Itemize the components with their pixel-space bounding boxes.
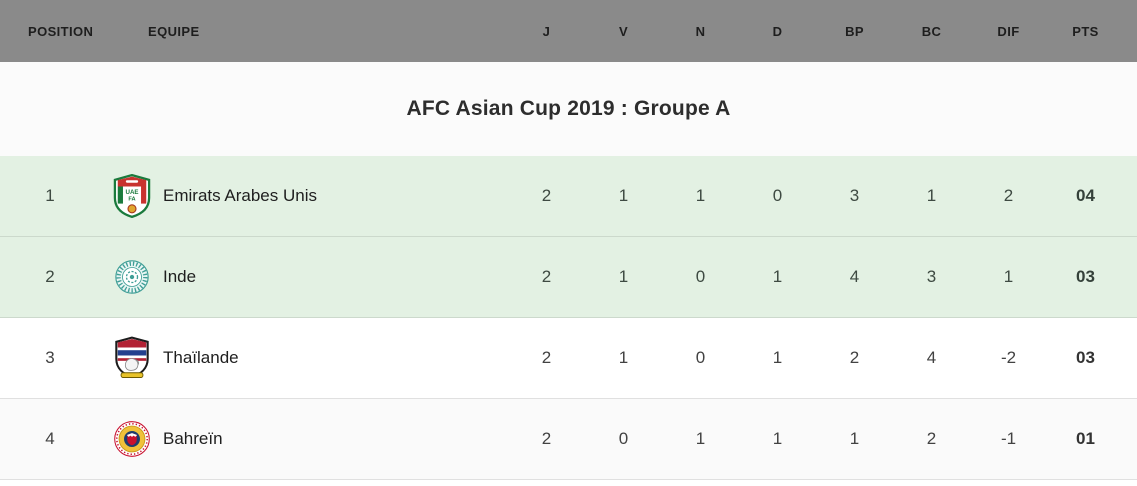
losses-value: 0 [772,186,783,205]
goal-diff-value: -2 [1000,348,1017,367]
position-value: 1 [45,186,55,205]
team-cell: Inde [100,258,508,296]
wins-value: 1 [618,267,629,286]
played-value: 2 [541,267,552,286]
goals-against-value: 1 [926,186,937,205]
points-value: 01 [1076,429,1095,448]
column-header-pts: PTS [1072,23,1099,39]
goals-against-value: 4 [926,348,937,367]
column-header-j: J [542,23,551,39]
svg-text:FA: FA [128,197,135,203]
column-header-n: N [695,23,706,39]
goals-against-value: 2 [926,429,937,448]
points-value: 03 [1076,267,1095,286]
draws-value: 1 [695,186,706,205]
column-header-dif: DIF [997,23,1020,39]
standings-table-body: 1 UAE FA Emirats Arabes Unis 2 1 1 0 3 1 … [0,156,1137,480]
wins-value: 1 [618,348,629,367]
table-row[interactable]: 2 Inde 2 1 0 1 4 3 1 03 [0,237,1137,318]
team-name: Thaïlande [163,348,239,367]
column-header-bc: BC [921,23,942,39]
points-value: 03 [1076,348,1095,367]
points-value: 04 [1076,186,1095,205]
wins-value: 1 [618,186,629,205]
wins-value: 0 [618,429,629,448]
bahrain-crest-icon [113,420,151,458]
losses-value: 1 [772,348,783,367]
losses-value: 1 [772,429,783,448]
column-header-d: D [772,23,783,39]
draws-value: 1 [695,429,706,448]
column-header-position: POSITION [28,23,94,39]
team-name: Emirats Arabes Unis [163,186,317,205]
goals-against-value: 3 [926,267,937,286]
group-title-band: AFC Asian Cup 2019 : Groupe A [0,62,1137,156]
losses-value: 1 [772,267,783,286]
position-value: 4 [45,429,55,448]
position-value: 2 [45,267,55,286]
group-title: AFC Asian Cup 2019 : Groupe A [406,97,731,120]
table-header: POSITION EQUIPE J V N D BP BC DIF PTS [0,0,1137,62]
goals-for-value: 2 [849,348,860,367]
team-name: Bahreïn [163,429,223,448]
column-header-equipe: EQUIPE [148,23,200,39]
draws-value: 0 [695,348,706,367]
team-cell: UAE FA Emirats Arabes Unis [100,174,508,218]
played-value: 2 [541,186,552,205]
goals-for-value: 1 [849,429,860,448]
thailand-crest-icon [113,336,151,380]
goal-diff-value: 2 [1003,186,1014,205]
goals-for-value: 4 [849,267,860,286]
goals-for-value: 3 [849,186,860,205]
india-crest-icon [113,258,151,296]
goal-diff-value: -1 [1000,429,1017,448]
table-row[interactable]: 4 Bahreïn 2 0 1 1 1 2 -1 01 [0,399,1137,480]
svg-text:UAE: UAE [126,189,139,196]
goal-diff-value: 1 [1003,267,1014,286]
column-header-v: V [618,23,629,39]
table-row[interactable]: 3 Thaïlande 2 1 0 1 2 4 -2 03 [0,318,1137,399]
table-row[interactable]: 1 UAE FA Emirats Arabes Unis 2 1 1 0 3 1 … [0,156,1137,237]
column-header-bp: BP [845,23,864,39]
played-value: 2 [541,429,552,448]
uae-crest-icon: UAE FA [113,174,151,218]
team-name: Inde [163,267,197,286]
played-value: 2 [541,348,552,367]
team-cell: Bahreïn [100,420,508,458]
team-cell: Thaïlande [100,336,508,380]
draws-value: 0 [695,267,706,286]
position-value: 3 [45,348,55,367]
